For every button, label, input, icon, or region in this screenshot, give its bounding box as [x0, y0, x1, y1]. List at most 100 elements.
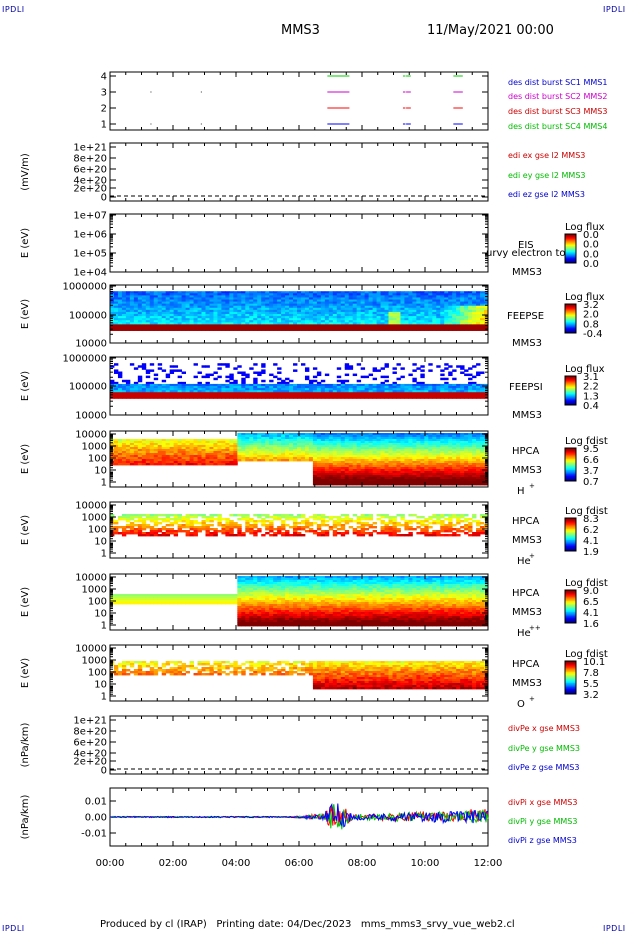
feepse-cell [265, 324, 270, 327]
hpca_h-cell [412, 467, 417, 470]
feepse-instrument: FEEPSE [507, 311, 544, 322]
feepsi-cell [289, 386, 294, 389]
feepse-cell [356, 305, 362, 309]
hpca_h-cell [293, 443, 298, 446]
feepsi-cell [293, 390, 298, 393]
hpca_h-cell [157, 463, 163, 466]
feepsi-cell [460, 386, 465, 389]
feepsi-cell [245, 394, 250, 397]
feepse-cell [293, 322, 298, 325]
feepsi-cell [185, 390, 190, 393]
feepsi-cell [237, 388, 242, 391]
hpca_h-cell [424, 469, 429, 472]
feepse-cell [460, 299, 465, 302]
eis-cbar-tick: 0.0 [583, 240, 599, 251]
hpca_h-cell [141, 461, 147, 464]
hpca_h-cell [149, 453, 155, 456]
hpca_h-cell [372, 437, 377, 440]
feepse-cell [257, 320, 262, 323]
feepse-cell [384, 326, 389, 329]
hpca_h-cell [364, 471, 370, 474]
feepse-cell [253, 307, 258, 311]
feepse-cell [265, 322, 270, 325]
feepsi-cell [213, 371, 218, 374]
feepse-cell [297, 299, 302, 302]
hpca_h-cell [181, 455, 186, 458]
feepse-cell [364, 307, 370, 311]
hpca_h-cell [420, 453, 425, 456]
feepse-cell [249, 320, 254, 323]
feepse-cell [213, 322, 218, 325]
hpca_h-cell [249, 449, 254, 452]
hpca_h-cell [376, 459, 381, 462]
hpca_h-cell [328, 451, 334, 454]
feepse-cell [368, 316, 374, 319]
feepse-cell [110, 328, 115, 331]
feepse-cell [201, 324, 206, 327]
feepse-cell [277, 322, 282, 325]
feepsi-cell [444, 363, 449, 366]
feepse-cell [121, 303, 127, 307]
feepse-cell [312, 301, 318, 305]
feepsi-cell [328, 394, 334, 397]
feepse-cell [149, 297, 155, 300]
hpca_h-cell [444, 449, 449, 452]
feepsi-cell [293, 386, 298, 389]
hpca_h-cell [233, 451, 238, 454]
feepse-cell [277, 301, 282, 305]
hpca_h-cell [456, 441, 461, 444]
feepsi-cell [392, 381, 397, 385]
feepsi-cell [352, 394, 358, 397]
feepse-cell [161, 305, 167, 309]
hpca_h-cell [320, 465, 326, 468]
feepse-cell [392, 318, 397, 321]
feepse-cell [241, 291, 246, 294]
hpca_h-cell [233, 447, 238, 450]
feepse-cell [277, 297, 282, 300]
feepse-cell [388, 311, 393, 315]
feepsi-cell [368, 394, 374, 397]
feepsi-cell [380, 396, 385, 399]
feepse-cell [428, 324, 433, 327]
hpca_h-cell [344, 437, 350, 440]
feepsi-cell [416, 367, 421, 370]
feepse-cell [225, 318, 230, 321]
feepsi-cell [360, 388, 366, 391]
hpca_h-cell [400, 447, 405, 450]
feepsi-cell [348, 386, 354, 389]
feepse-cell [233, 305, 238, 309]
feepse-cell [372, 316, 377, 319]
feepse-cbar-title: Log flux [565, 292, 605, 303]
hpca_h-cell [308, 457, 314, 460]
feepsi-cell [253, 392, 258, 395]
feepse-cell [137, 291, 143, 294]
hpca_h-cell [460, 435, 465, 438]
feepse-cell [412, 326, 417, 329]
feepse-cell [368, 320, 374, 323]
hpca_h-cell [408, 473, 413, 476]
feepse-cell [304, 299, 310, 302]
hpca_h-cell [460, 453, 465, 456]
feepsi-cell [113, 371, 119, 374]
feepsi-cell [464, 392, 469, 395]
hpca_h-cell [348, 433, 354, 436]
feepse-cell [141, 293, 147, 296]
feepse-cell [137, 301, 143, 305]
feepse-cell [404, 311, 409, 315]
feepse-cell [121, 324, 127, 327]
feepse-cell [408, 297, 413, 300]
feepse-cell [161, 309, 167, 313]
hpca_h-cell [300, 449, 306, 452]
hpca_h-cell [257, 447, 262, 450]
feepse-cell [121, 316, 127, 319]
feepse-cell [312, 293, 318, 296]
hpca_h-cell [173, 453, 179, 456]
feepse-cell [324, 293, 330, 296]
feepse-cell [476, 291, 481, 294]
hpca_h-cell [384, 473, 389, 476]
feepse-cell [245, 309, 250, 313]
hpca_h-cell [261, 453, 266, 456]
feepse-cell [304, 307, 310, 311]
hpca_h-cell [177, 461, 183, 464]
hpca_h-cell [125, 445, 131, 448]
